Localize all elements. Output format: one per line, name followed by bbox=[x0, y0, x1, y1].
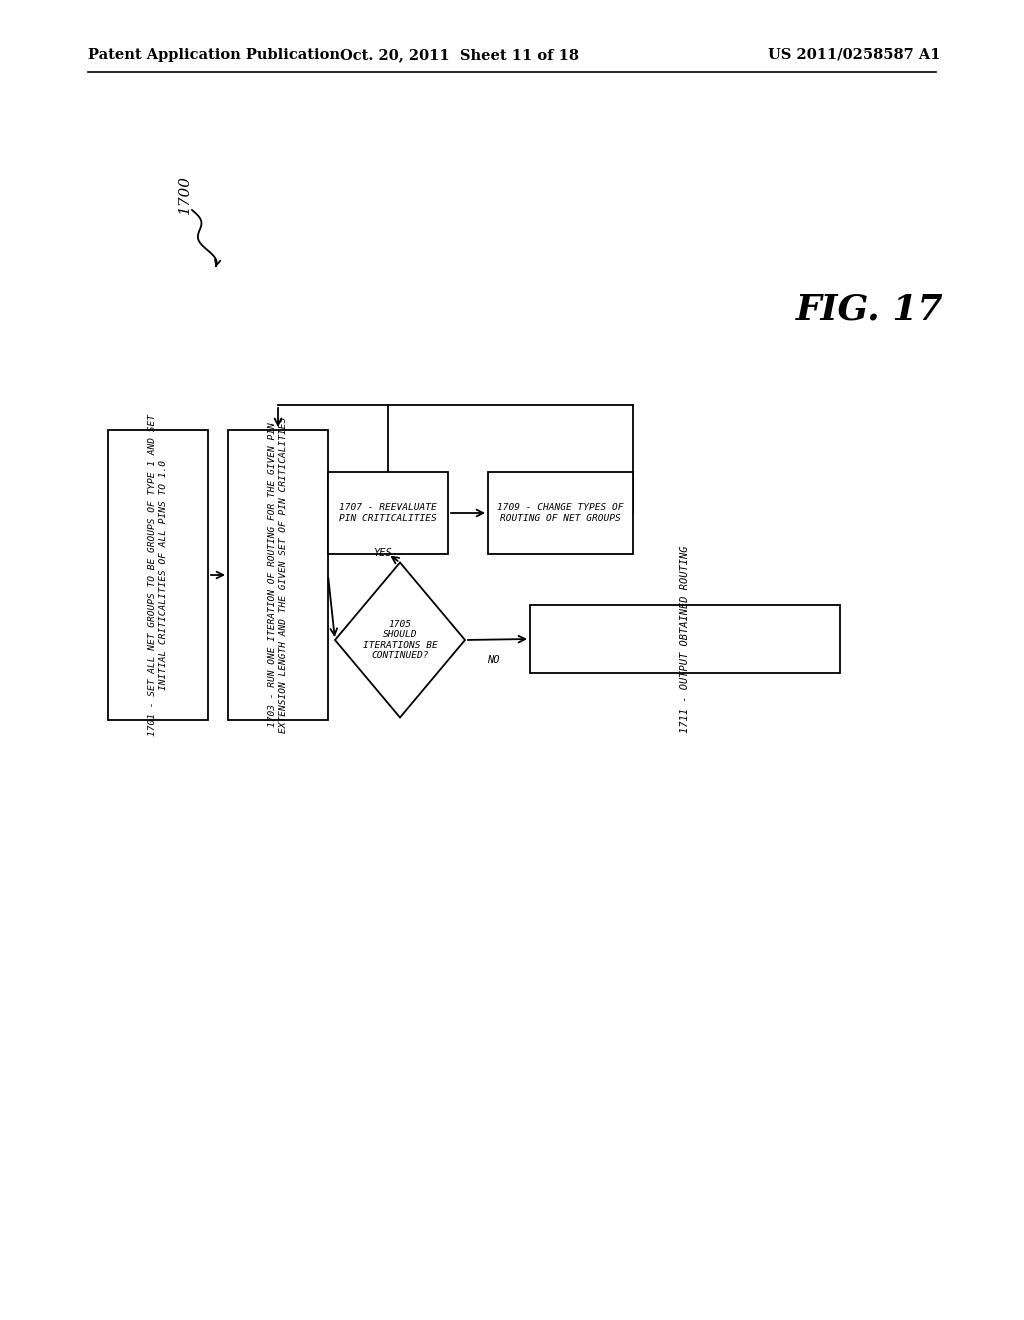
Bar bbox=[228, 430, 328, 719]
Text: 1707 - REEVALUATE
PIN CRITICALITIES: 1707 - REEVALUATE PIN CRITICALITIES bbox=[339, 503, 437, 523]
Text: 1700: 1700 bbox=[178, 176, 193, 214]
Bar bbox=[328, 473, 449, 554]
Text: 1705
SHOULD
ITERATIONS BE
CONTINUED?: 1705 SHOULD ITERATIONS BE CONTINUED? bbox=[362, 620, 437, 660]
Bar bbox=[108, 430, 208, 719]
Bar bbox=[488, 473, 633, 554]
Text: 1709 - CHANGE TYPES OF
ROUTING OF NET GROUPS: 1709 - CHANGE TYPES OF ROUTING OF NET GR… bbox=[498, 503, 624, 523]
Text: NO: NO bbox=[486, 655, 500, 665]
Bar bbox=[530, 605, 840, 673]
Text: US 2011/0258587 A1: US 2011/0258587 A1 bbox=[768, 48, 940, 62]
Polygon shape bbox=[335, 562, 465, 718]
Text: Patent Application Publication: Patent Application Publication bbox=[88, 48, 340, 62]
Text: 1701 - SET ALL NET GROUPS TO BE GROUPS OF TYPE 1 AND SET
INITIAL CRITICALITIES O: 1701 - SET ALL NET GROUPS TO BE GROUPS O… bbox=[148, 414, 168, 737]
Text: 1711 - OUTPUT OBTAINED ROUTING: 1711 - OUTPUT OBTAINED ROUTING bbox=[680, 545, 690, 733]
Text: 1703 - RUN ONE ITERATION OF ROUTING FOR THE GIVEN PIN
EXTENSION LENGTH AND THE G: 1703 - RUN ONE ITERATION OF ROUTING FOR … bbox=[268, 417, 288, 733]
Text: YES: YES bbox=[373, 548, 391, 557]
Text: Oct. 20, 2011  Sheet 11 of 18: Oct. 20, 2011 Sheet 11 of 18 bbox=[341, 48, 580, 62]
Text: FIG. 17: FIG. 17 bbox=[797, 293, 944, 327]
